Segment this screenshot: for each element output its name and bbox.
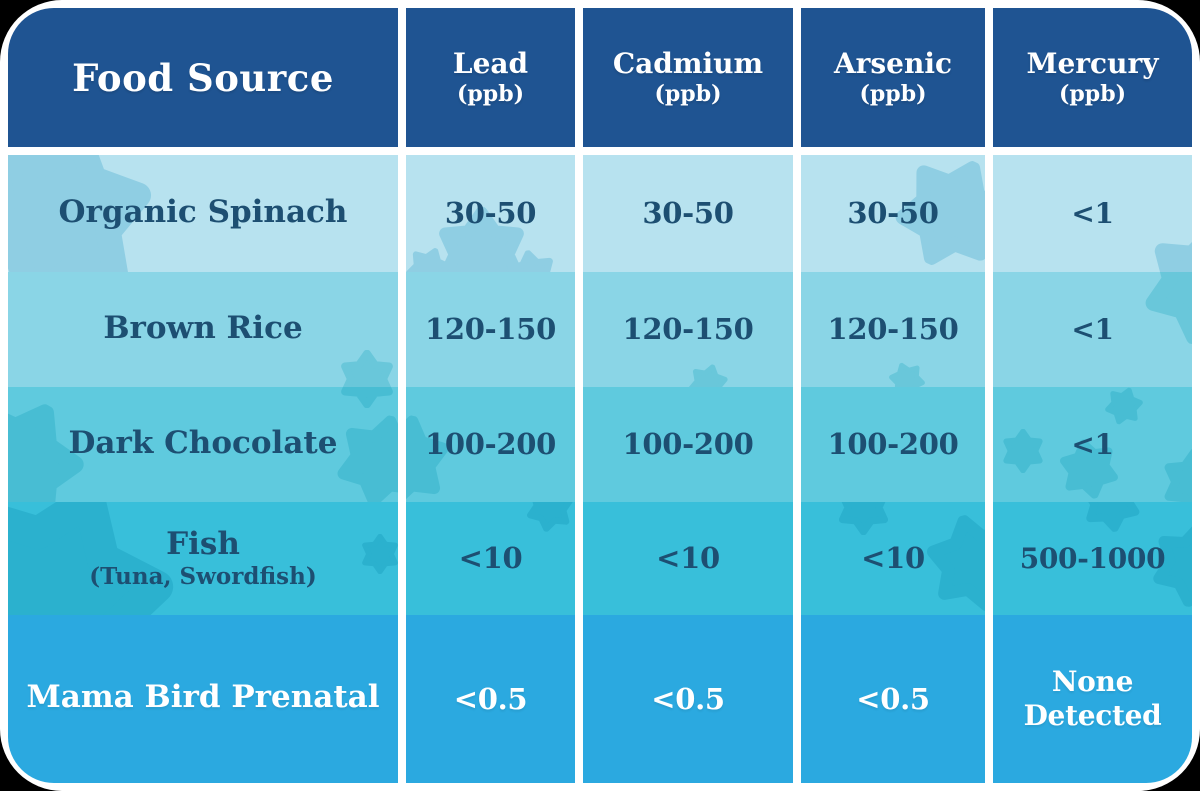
header-food-source-label: Food Source (72, 55, 334, 100)
food-label: Mama Bird Prenatal (26, 679, 380, 716)
star-splat-icon (684, 360, 733, 387)
value-cell: <0.5 (801, 615, 985, 783)
value-text: <1 (1071, 312, 1114, 346)
value-text: 30-50 (642, 196, 734, 231)
value-text: 30-50 (847, 196, 939, 231)
header-cell-mercury: Mercury (ppb) (993, 8, 1192, 147)
food-label-cell: Brown Rice (8, 272, 398, 387)
header-mercury-label: Mercury (1026, 47, 1159, 81)
value-cell: 120-150 (801, 272, 985, 387)
food-label: Dark Chocolate (68, 424, 338, 461)
value-text: <1 (1071, 427, 1114, 461)
star-splat-icon (836, 502, 891, 535)
header-cell-cadmium: Cadmium (ppb) (583, 8, 793, 147)
star-splat-icon (502, 246, 562, 272)
food-label: Fish (166, 525, 240, 562)
value-text: 100-200 (424, 427, 556, 462)
value-text: <10 (656, 541, 720, 576)
star-splat-icon (1133, 215, 1192, 272)
value-text: 120-150 (827, 312, 959, 347)
star-splat-icon (884, 357, 930, 387)
header-arsenic-label: Arsenic (833, 47, 953, 81)
value-text: <0.5 (651, 681, 725, 716)
value-text: None Detected (1023, 665, 1162, 732)
value-text: <10 (861, 541, 925, 576)
star-splat-icon (338, 350, 396, 387)
value-cell: <1 (993, 387, 1192, 502)
value-cell: None Detected (993, 615, 1192, 783)
food-sublabel: (Tuna, Swordfish) (89, 562, 317, 590)
star-splat-icon (1077, 502, 1145, 536)
star-splat-icon (915, 503, 985, 615)
header-arsenic-unit: (ppb) (859, 80, 927, 107)
value-text: 120-150 (622, 312, 754, 347)
food-label-wrap: Mama Bird Prenatal (26, 680, 379, 717)
comparison-table: Food Source Lead (ppb) Cadmium (ppb) Ars… (8, 8, 1192, 783)
food-label-cell: Mama Bird Prenatal (8, 615, 398, 783)
value-text: 120-150 (424, 312, 556, 347)
star-splat-icon (1133, 272, 1192, 355)
value-cell: 30-50 (801, 155, 985, 272)
header-lead-label: Lead (452, 47, 529, 81)
value-cell: 120-150 (583, 272, 793, 387)
header-cell-arsenic: Arsenic (ppb) (801, 8, 985, 147)
star-splat-icon (338, 387, 396, 408)
value-cell: <10 (583, 502, 793, 615)
value-cell: <0.5 (406, 615, 575, 783)
food-label: Brown Rice (103, 309, 303, 346)
value-text: 100-200 (827, 427, 959, 462)
value-cell: <1 (993, 155, 1192, 272)
value-cell: <1 (993, 272, 1192, 387)
value-text: <0.5 (453, 681, 528, 716)
food-label-wrap: Dark Chocolate (69, 426, 338, 463)
star-splat-icon (1161, 449, 1192, 502)
star-splat-icon (327, 406, 398, 502)
value-cell: <10 (406, 502, 575, 615)
value-cell: 100-200 (801, 387, 985, 502)
header-lead-unit: (ppb) (457, 80, 524, 107)
food-label: Organic Spinach (58, 193, 348, 230)
star-splat-icon (1001, 429, 1045, 473)
value-text: <0.5 (856, 681, 930, 716)
food-label-cell: Fish (Tuna, Swordfish) (8, 502, 398, 615)
value-cell: 100-200 (583, 387, 793, 502)
food-label-wrap: Organic Spinach (59, 195, 348, 232)
star-splat-icon (522, 502, 575, 536)
header-cadmium-unit: (ppb) (654, 80, 722, 107)
star-splat-icon (406, 241, 457, 272)
value-cell: 500-1000 (993, 502, 1192, 615)
value-cell: <10 (801, 502, 985, 615)
star-splat-icon (360, 534, 398, 574)
value-cell: 120-150 (406, 272, 575, 387)
food-label-cell: Dark Chocolate (8, 387, 398, 502)
value-cell: 30-50 (583, 155, 793, 272)
value-text: 100-200 (622, 427, 754, 462)
star-splat-icon (1100, 387, 1148, 430)
food-label-wrap: Fish (Tuna, Swordfish) (89, 527, 316, 591)
header-cell-food-source: Food Source (8, 8, 398, 147)
header-cell-lead: Lead (ppb) (406, 8, 575, 147)
value-text: <10 (458, 541, 523, 576)
value-text: 30-50 (444, 196, 537, 231)
value-text: 500-1000 (1019, 541, 1166, 575)
header-mercury-unit: (ppb) (1059, 80, 1126, 107)
value-text: <1 (1071, 196, 1114, 230)
food-label-wrap: Brown Rice (103, 311, 302, 348)
header-cadmium-label: Cadmium (612, 47, 764, 81)
food-label-cell: Organic Spinach (8, 155, 398, 272)
value-cell: <0.5 (583, 615, 793, 783)
value-cell: 100-200 (406, 387, 575, 502)
value-cell: 30-50 (406, 155, 575, 272)
